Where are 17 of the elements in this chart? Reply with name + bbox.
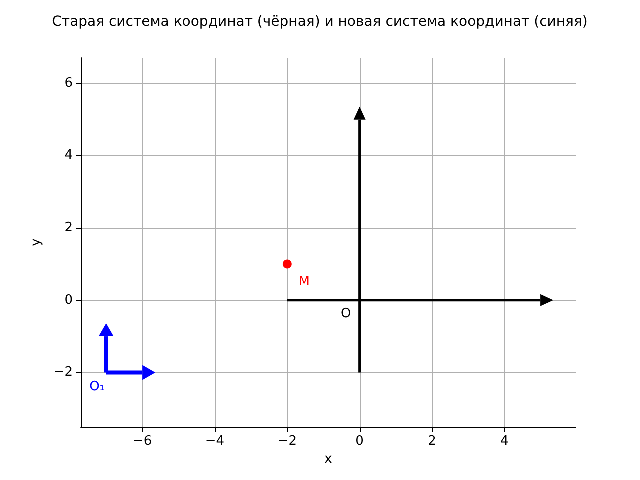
y-tick-label: 2 — [64, 220, 73, 236]
y-tick-label: 4 — [64, 148, 73, 164]
x-tick-label: 0 — [356, 434, 364, 449]
y-axis-title: y — [28, 238, 44, 246]
annotation: O₁ — [90, 380, 106, 395]
y-tick-label: 6 — [64, 76, 73, 91]
x-tick-label: 2 — [428, 434, 436, 449]
x-axis-title: x — [324, 452, 333, 467]
chart-title: Старая система координат (чёрная) и новая система координат (синяя) — [52, 14, 588, 30]
x-tick-label: −6 — [132, 434, 152, 449]
x-tick-label: 4 — [500, 434, 509, 449]
x-tick-label: −4 — [205, 434, 225, 449]
annotation: O — [340, 306, 352, 322]
x-tick-label: −2 — [278, 434, 297, 449]
y-tick-label: −2 — [54, 365, 73, 380]
annotation: M — [298, 274, 310, 290]
y-tick-label: 0 — [64, 292, 73, 308]
